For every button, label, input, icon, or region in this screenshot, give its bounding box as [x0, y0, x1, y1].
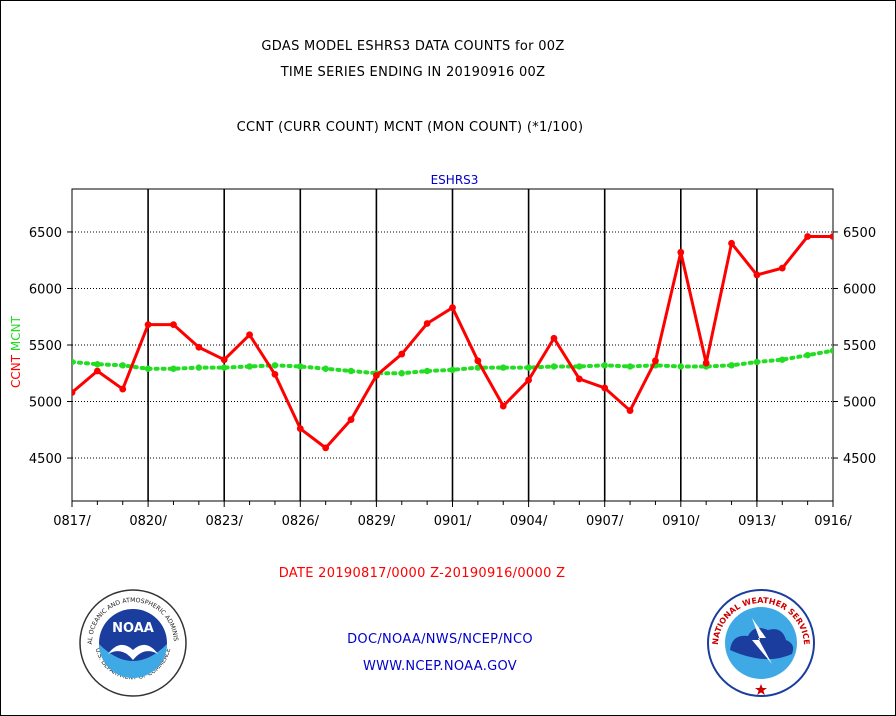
series-ccnt-point	[246, 331, 253, 339]
y-tick-label-left: 6000	[29, 282, 62, 297]
series-mcnt-point	[347, 367, 355, 375]
series-ccnt-point	[829, 233, 833, 240]
x-tick-label: 0910/	[662, 514, 700, 529]
series-mcnt-point	[550, 363, 558, 370]
series-ccnt-point	[525, 376, 532, 384]
series-ccnt-point	[601, 384, 609, 392]
series-ccnt-point	[778, 264, 786, 272]
y-tick-label-left: 5000	[29, 396, 62, 411]
series-mcnt-point	[423, 367, 431, 375]
ylabel-ccnt: CCNT	[9, 351, 23, 388]
x-tick-label: 0913/	[738, 514, 776, 529]
series-mcnt-point	[398, 370, 405, 377]
x-tick-label: 0820/	[129, 514, 167, 529]
series-mcnt-point	[677, 363, 684, 370]
y-tick-label-right: 6000	[843, 282, 876, 297]
x-tick-label: 0817/	[53, 514, 91, 529]
series-ccnt-point	[728, 239, 735, 247]
series-ccnt-point	[195, 343, 203, 351]
y-tick-label-right: 4500	[843, 452, 876, 467]
series-ccnt-point	[296, 425, 304, 433]
x-tick-label: 0829/	[358, 514, 396, 529]
series-ccnt-point	[170, 321, 177, 329]
series-ccnt-point	[575, 375, 583, 383]
website-link[interactable]: WWW.NCEP.NOAA.GOV	[362, 659, 518, 674]
series-ccnt-point	[499, 402, 507, 410]
y-tick-label-left: 5500	[29, 339, 62, 354]
panel-title: ESHRS3	[431, 173, 479, 187]
series-mcnt-point	[144, 365, 152, 372]
series-mcnt-point	[601, 362, 608, 369]
series-ccnt-point	[322, 444, 330, 452]
x-tick-label: 0826/	[282, 514, 320, 529]
noaa-logo-icon: NATIONAL OCEANIC AND ATMOSPHERIC ADMINIS…	[78, 588, 187, 697]
series-mcnt-point	[449, 366, 456, 374]
series-ccnt-point	[449, 304, 456, 312]
series-mcnt-point	[728, 362, 735, 369]
series-mcnt-point	[271, 362, 279, 369]
series-mcnt-point	[753, 358, 761, 366]
series-ccnt-point	[423, 320, 431, 327]
series-mcnt-point	[170, 365, 177, 372]
series-mcnt-point	[94, 361, 101, 368]
series-ccnt-point	[398, 350, 406, 358]
series-mcnt-point	[525, 364, 532, 371]
series-ccnt-point	[347, 416, 355, 424]
series-ccnt-point	[144, 321, 152, 329]
series-mcnt-point	[576, 363, 583, 370]
x-tick-label: 0916/	[814, 514, 852, 529]
series-mcnt-point	[246, 363, 253, 370]
y-tick-label-left: 6500	[29, 226, 62, 241]
x-tick-label: 0823/	[205, 514, 243, 529]
series-ccnt-point	[677, 248, 685, 256]
ylabel-mcnt: MCNT	[9, 315, 23, 351]
x-tick-label: 0907/	[586, 514, 624, 529]
chart-subtitle: CCNT (CURR COUNT) MCNT (MON COUNT) (*1/1…	[236, 120, 584, 135]
series-ccnt-point	[271, 370, 279, 378]
chart-title-line2: TIME SERIES ENDING IN 20190916 00Z	[280, 65, 546, 80]
chart-title-line1: GDAS MODEL ESHRS3 DATA COUNTS for 00Z	[261, 39, 565, 54]
x-tick-label: 0901/	[434, 514, 472, 529]
series-ccnt-point	[652, 357, 659, 365]
series-mcnt-point	[72, 358, 76, 366]
series-ccnt-point	[93, 367, 101, 375]
series-ccnt-point	[550, 334, 558, 342]
y-tick-label-right: 6500	[843, 226, 876, 241]
series-ccnt-point	[373, 372, 380, 379]
series-ccnt-point	[119, 385, 127, 393]
y-tick-label-right: 5500	[843, 339, 876, 354]
series-ccnt-point	[72, 389, 76, 396]
date-range-label: DATE 20190817/0000 Z-20190916/0000 Z	[278, 566, 566, 581]
series-mcnt-point	[297, 363, 304, 370]
series-ccnt-point	[474, 357, 482, 365]
series-mcnt-point	[119, 362, 126, 369]
series-ccnt-point	[220, 356, 228, 364]
series-mcnt-point	[322, 365, 329, 372]
y-tick-label-left: 4500	[29, 452, 62, 467]
series-mcnt-point	[779, 356, 786, 363]
series-ccnt-point	[804, 233, 812, 240]
nws-logo-icon: NATIONAL WEATHER SERVICE	[707, 589, 815, 697]
x-tick-label: 0904/	[510, 514, 548, 529]
series-ccnt-point	[626, 407, 634, 414]
noaa-label: NOAA	[112, 621, 154, 636]
series-mcnt-point	[829, 347, 833, 354]
series-mcnt-point	[804, 351, 811, 359]
series-mcnt-point	[626, 363, 634, 370]
y-axis-label: CCNT MCNT	[9, 315, 23, 388]
series-ccnt-point	[753, 271, 761, 279]
series-mcnt-point	[221, 364, 228, 371]
y-tick-label-right: 5000	[843, 396, 876, 411]
series-mcnt-point	[195, 364, 203, 371]
org-label: DOC/NOAA/NWS/NCEP/NCO	[347, 632, 533, 647]
series-ccnt-point	[702, 359, 710, 367]
series-mcnt-point	[500, 364, 507, 371]
